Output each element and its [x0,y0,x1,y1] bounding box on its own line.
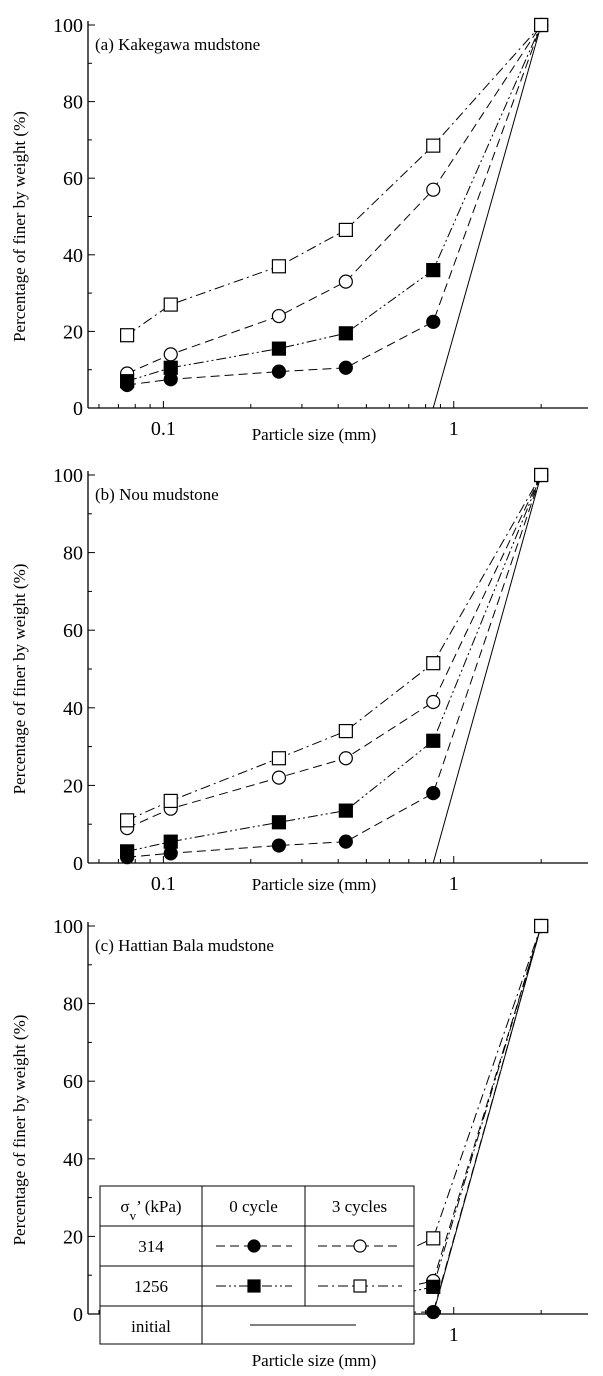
x-tick-label: 1 [449,1324,459,1346]
data-point [338,723,353,739]
data-point [120,844,135,859]
y-tick-label: 40 [63,698,83,720]
data-point [120,374,135,389]
legend-row-314: 314 [138,1237,164,1256]
x-axis-label: Particle size (mm) [252,875,377,894]
series-line-2 [126,474,542,829]
legend-row-initial: initial [131,1317,171,1336]
y-axis-label: Percentage of finer by weight (%) [10,564,29,795]
data-point [534,17,549,33]
y-tick-label: 100 [53,916,83,938]
series-line-2 [126,24,542,374]
data-point [271,341,287,356]
data-point [426,314,441,329]
series-line-5 [432,24,542,409]
y-tick-label: 100 [53,15,83,37]
data-point [163,360,178,375]
data-point [426,694,441,710]
x-tick-label: 1 [449,418,459,440]
y-tick-label: 0 [73,398,83,420]
data-point [163,347,178,362]
data-point [426,263,441,278]
legend-header-3-cycles: 3 cycles [332,1197,387,1216]
series-line-5 [432,474,542,864]
data-point [338,360,353,375]
data-point [338,326,353,341]
data-point [338,222,353,238]
data-point [271,308,287,324]
data-point [338,834,353,849]
panel-title: (c) Hattian Bala mudstone [95,936,274,955]
x-tick-label: 1 [449,873,459,895]
data-point [534,918,549,934]
data-point [426,138,441,153]
y-tick-label: 60 [63,620,83,642]
y-tick-label: 60 [63,168,83,190]
data-point [120,813,135,828]
data-point [426,786,441,801]
data-point [271,815,287,830]
data-point [271,259,287,274]
data-point [426,1304,441,1320]
data-point [426,656,441,671]
data-point [271,751,287,766]
y-tick-label: 100 [53,465,83,487]
y-tick-label: 20 [63,775,83,797]
y-tick-label: 80 [63,92,83,114]
y-axis-label: Percentage of finer by weight (%) [10,1015,29,1246]
y-tick-label: 40 [63,1149,83,1171]
data-point [426,1279,441,1294]
y-axis-label: Percentage of finer by weight (%) [10,111,29,342]
data-point [426,733,441,748]
data-point [120,328,135,343]
legend-border [99,1185,415,1345]
data-point [271,770,287,785]
y-tick-label: 20 [63,1226,83,1248]
series-line-1 [127,474,542,858]
x-axis-label: Particle size (mm) [252,1351,377,1370]
data-point [338,274,353,289]
data-point [338,803,353,818]
data-point [426,1231,441,1246]
panel-title: (a) Kakegawa mudstone [95,35,260,54]
series-line-3 [126,474,542,852]
x-tick-label: 0.1 [151,873,176,895]
series-line-5 [432,925,542,1315]
data-point [163,834,178,849]
legend-1256-0cycle-marker [247,1279,261,1293]
panel-title: (b) Nou mudstone [95,485,219,504]
series-line-4 [126,24,542,336]
y-tick-label: 80 [63,543,83,565]
y-tick-label: 40 [63,245,83,267]
series-line-1 [127,24,542,386]
y-tick-label: 20 [63,321,83,343]
data-point [338,751,353,766]
data-point [426,182,441,197]
data-point [271,364,287,379]
y-tick-label: 0 [73,853,83,875]
y-tick-label: 0 [73,1304,83,1326]
chart-panel-2: 0 20 40 60 80 100 0.1 1 Particle size (mm) Percen… [10,465,588,895]
x-axis-label: Particle size (mm) [252,425,377,444]
data-point [163,793,178,809]
legend-314-0cycle-marker [247,1239,261,1253]
legend-header-0-cycle: 0 cycle [229,1197,278,1216]
data-point [163,297,178,312]
data-point [271,838,287,853]
legend-row-1256: 1256 [134,1277,168,1296]
series-line-4 [126,474,542,821]
legend-1256-3cycles-marker [353,1279,367,1293]
legend-314-3cycles-marker [353,1239,367,1253]
y-tick-label: 80 [63,994,83,1016]
y-tick-label: 60 [63,1071,83,1093]
chart-panel-1: 0 20 40 60 80 100 0.1 1 Particle size (mm) Percen… [10,15,588,444]
x-tick-label: 0.1 [151,418,176,440]
series-line-3 [126,24,542,382]
data-point [534,467,549,483]
